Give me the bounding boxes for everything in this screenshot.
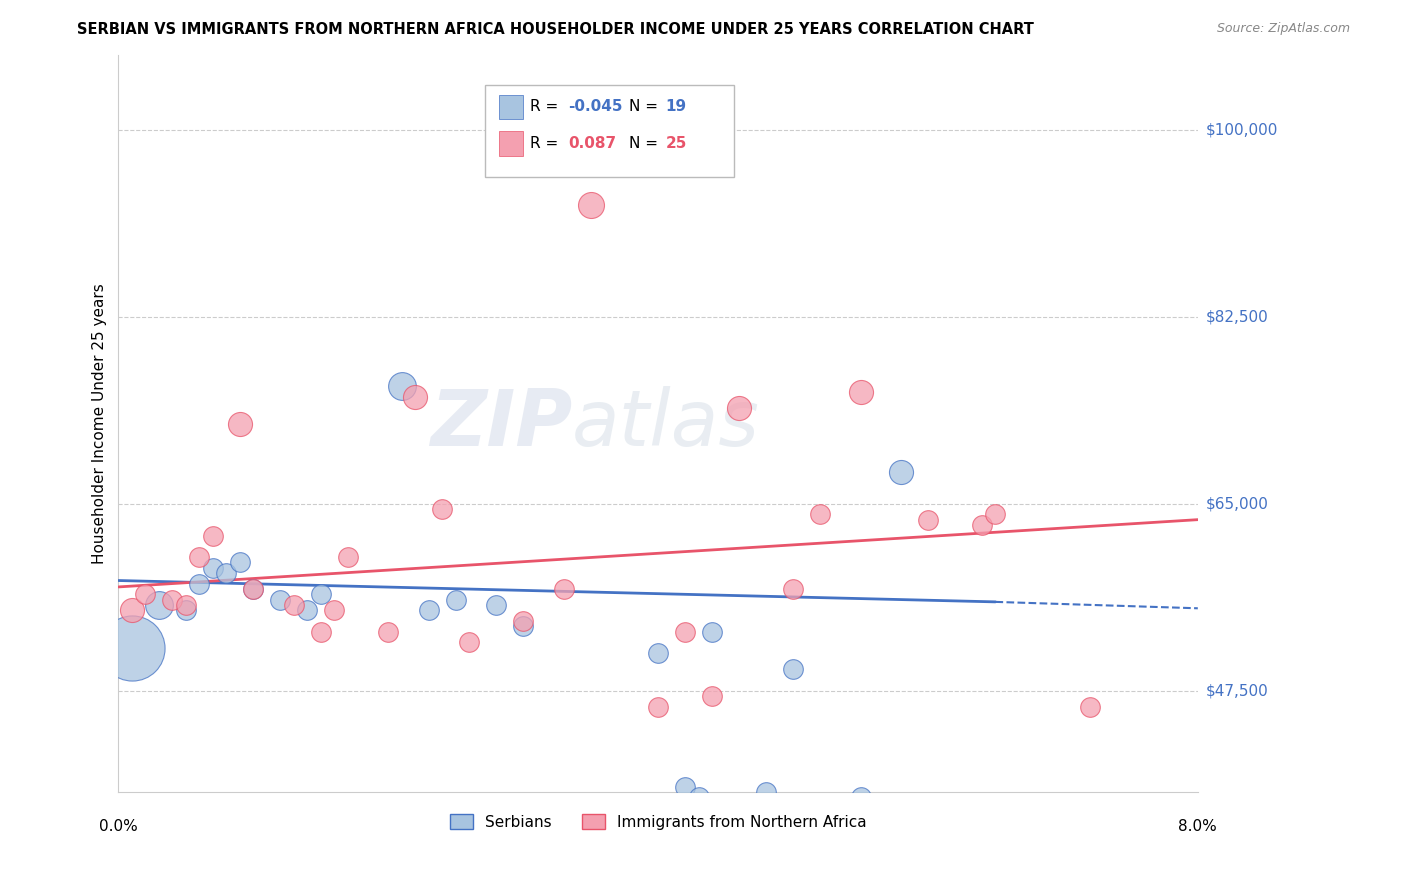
Point <box>673 780 696 794</box>
Point <box>984 508 1007 522</box>
Bar <box>499 95 523 119</box>
Text: -0.045: -0.045 <box>568 99 623 114</box>
Point <box>1078 699 1101 714</box>
Point <box>782 662 804 676</box>
Text: $100,000: $100,000 <box>1206 122 1278 137</box>
Point <box>174 603 197 617</box>
Text: atlas: atlas <box>572 385 759 461</box>
Point <box>917 513 939 527</box>
Text: 0.087: 0.087 <box>568 136 617 151</box>
Text: SERBIAN VS IMMIGRANTS FROM NORTHERN AFRICA HOUSEHOLDER INCOME UNDER 25 YEARS COR: SERBIAN VS IMMIGRANTS FROM NORTHERN AFRI… <box>77 22 1035 37</box>
Point <box>700 624 723 639</box>
Point <box>121 603 143 617</box>
Point <box>418 603 440 617</box>
Point <box>201 560 224 574</box>
Point <box>849 790 872 805</box>
Legend: Serbians, Immigrants from Northern Africa: Serbians, Immigrants from Northern Afric… <box>443 807 873 836</box>
Point <box>688 790 710 805</box>
Point <box>700 689 723 703</box>
Text: $65,000: $65,000 <box>1206 496 1270 511</box>
Point <box>162 592 184 607</box>
Point <box>647 699 669 714</box>
Point <box>512 619 534 633</box>
Point <box>336 549 359 564</box>
Point <box>309 624 332 639</box>
Point <box>188 549 211 564</box>
Text: 8.0%: 8.0% <box>1178 819 1218 834</box>
Point <box>229 417 252 431</box>
Point <box>728 401 751 415</box>
Point <box>377 624 399 639</box>
Text: 0.0%: 0.0% <box>98 819 138 834</box>
Point <box>444 592 467 607</box>
Point <box>391 379 413 393</box>
Point <box>673 624 696 639</box>
Text: R =: R = <box>530 136 562 151</box>
Text: 25: 25 <box>665 136 688 151</box>
Point <box>647 646 669 660</box>
Point <box>201 529 224 543</box>
Point <box>134 587 156 601</box>
Point <box>579 197 602 211</box>
Text: N =: N = <box>628 99 662 114</box>
Text: ZIP: ZIP <box>429 385 572 461</box>
Text: R =: R = <box>530 99 562 114</box>
Point <box>283 598 305 612</box>
Point <box>755 785 778 799</box>
Text: Source: ZipAtlas.com: Source: ZipAtlas.com <box>1216 22 1350 36</box>
Point <box>121 640 143 655</box>
Point <box>458 635 481 649</box>
Point <box>188 576 211 591</box>
Point <box>297 603 319 617</box>
Point <box>808 508 831 522</box>
Text: N =: N = <box>628 136 662 151</box>
Point <box>269 592 291 607</box>
Point <box>849 384 872 399</box>
Point <box>512 614 534 628</box>
Text: $82,500: $82,500 <box>1206 310 1268 325</box>
Point <box>323 603 346 617</box>
Point <box>917 796 939 810</box>
Point <box>553 582 575 596</box>
Bar <box>499 131 523 156</box>
Point <box>148 598 170 612</box>
Text: 19: 19 <box>665 99 686 114</box>
Point <box>174 598 197 612</box>
FancyBboxPatch shape <box>485 85 734 177</box>
Point <box>890 465 912 479</box>
Point <box>215 566 238 580</box>
Point <box>242 582 264 596</box>
Point <box>242 582 264 596</box>
Text: $47,500: $47,500 <box>1206 683 1268 698</box>
Point <box>229 555 252 569</box>
Y-axis label: Householder Income Under 25 years: Householder Income Under 25 years <box>93 283 107 564</box>
Point <box>309 587 332 601</box>
Point <box>485 598 508 612</box>
Point <box>970 518 993 533</box>
Point <box>782 582 804 596</box>
Point <box>432 502 454 516</box>
Point <box>404 390 426 404</box>
